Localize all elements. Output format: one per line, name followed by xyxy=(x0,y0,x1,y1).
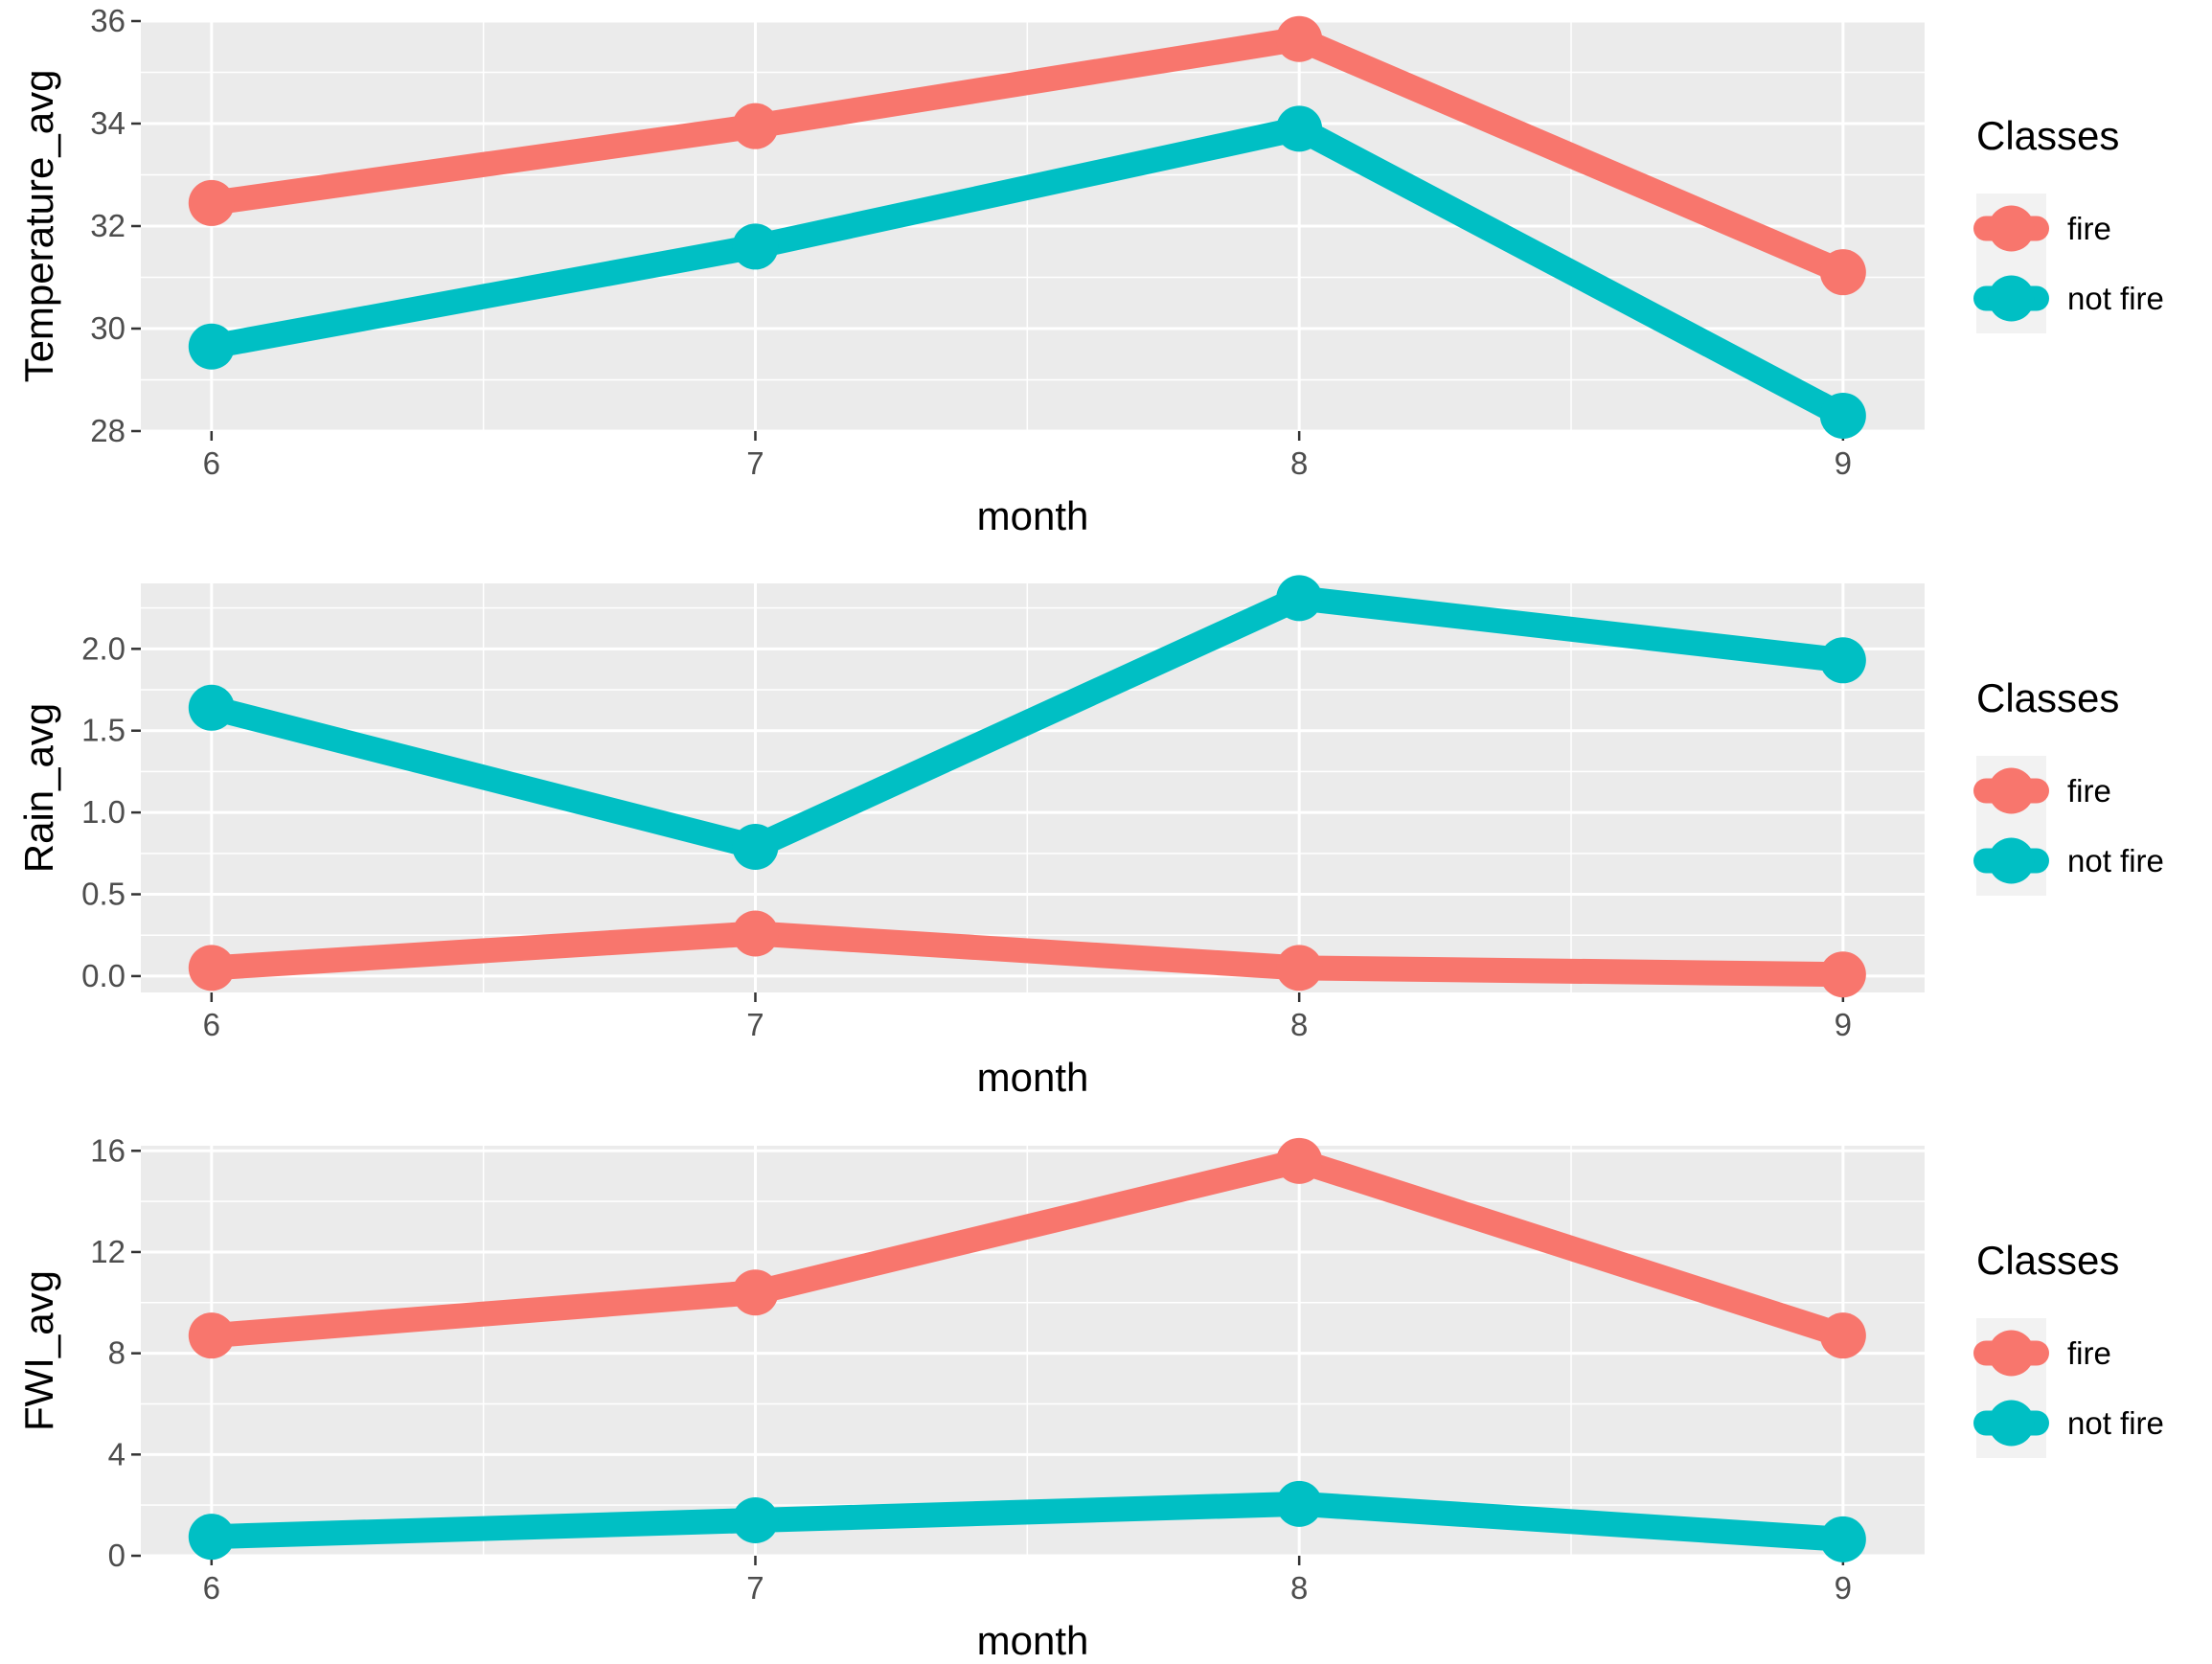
data-point-fire xyxy=(188,179,235,226)
series-line-fire xyxy=(198,1148,1856,1349)
y-axis-title: Temperature_avg xyxy=(16,70,61,383)
data-point-not-fire xyxy=(1276,1480,1323,1527)
legend-title: Classes xyxy=(1976,113,2119,158)
x-tick-label: 6 xyxy=(203,1007,220,1042)
plot-panel xyxy=(141,583,1925,992)
x-tick-label: 8 xyxy=(1290,1007,1308,1042)
data-point-fire xyxy=(1276,945,1323,992)
data-point-fire xyxy=(1819,249,1866,296)
x-tick-label: 9 xyxy=(1835,1007,1852,1042)
data-point-fire xyxy=(1276,15,1323,62)
legend-label: fire xyxy=(2067,211,2111,246)
panel-3: 0 4 8 12 16 6 7 8 9 month FWI_avg Classes fire not fi… xyxy=(16,1132,2164,1663)
y-tick-label: 34 xyxy=(90,105,125,141)
x-tick-label: 6 xyxy=(203,445,220,481)
data-point-fire xyxy=(1276,1137,1323,1184)
series-line-not-fire xyxy=(198,1491,1856,1552)
y-tick-label: 32 xyxy=(90,208,125,243)
legend-title: Classes xyxy=(1976,675,2119,720)
data-point-not-fire xyxy=(1276,575,1323,622)
legend-key-point xyxy=(1988,205,2035,252)
data-point-fire xyxy=(732,1269,779,1316)
x-tick-label: 9 xyxy=(1835,445,1852,481)
data-point-not-fire xyxy=(1276,105,1323,152)
y-tick-label: 0.0 xyxy=(81,958,125,993)
data-point-not-fire xyxy=(1819,392,1866,439)
y-axis-title: FWI_avg xyxy=(16,1270,61,1431)
data-point-fire xyxy=(1819,951,1866,998)
y-tick-label: 12 xyxy=(90,1234,125,1269)
legend-key-point xyxy=(1988,275,2035,322)
panel-2: 0.0 0.5 1.0 1.5 2.0 6 7 8 9 month Rain_avg Classes f… xyxy=(16,575,2164,1100)
data-point-not-fire xyxy=(1819,637,1866,684)
legend-key-point xyxy=(1988,837,2035,884)
y-tick-label: 28 xyxy=(90,413,125,448)
panel-1: 28 30 32 34 36 6 7 8 9 month Temperature_avg Classe… xyxy=(16,3,2164,538)
legend: Classes fire not fire xyxy=(1973,675,2164,896)
legend-key-point xyxy=(1988,1330,2035,1377)
y-axis-title: Rain_avg xyxy=(16,703,61,873)
x-tick-label: 7 xyxy=(746,445,764,481)
x-tick-label: 7 xyxy=(746,1570,764,1606)
y-tick-label: 30 xyxy=(90,310,125,346)
y-tick-label: 0.5 xyxy=(81,877,125,912)
x-tick-label: 8 xyxy=(1290,1570,1308,1606)
legend-title: Classes xyxy=(1976,1238,2119,1283)
data-point-not-fire xyxy=(732,1497,779,1544)
data-point-fire xyxy=(188,945,235,992)
series-line-fire xyxy=(198,921,1856,988)
data-point-not-fire xyxy=(1819,1516,1866,1562)
y-tick-label: 0 xyxy=(108,1538,125,1573)
series-line-fire xyxy=(198,26,1856,285)
y-tick-label: 36 xyxy=(90,3,125,38)
data-point-not-fire xyxy=(188,323,235,370)
x-tick-label: 9 xyxy=(1835,1570,1852,1606)
legend-label: fire xyxy=(2067,1335,2111,1371)
data-point-fire xyxy=(188,1312,235,1359)
legend-label: not fire xyxy=(2067,843,2164,878)
legend-label: not fire xyxy=(2067,1405,2164,1441)
x-tick-label: 7 xyxy=(746,1007,764,1042)
data-point-not-fire xyxy=(188,684,235,731)
y-tick-label: 1.0 xyxy=(81,794,125,830)
y-tick-label: 16 xyxy=(90,1132,125,1168)
legend-key-point xyxy=(1988,767,2035,814)
data-point-not-fire xyxy=(188,1514,235,1561)
x-tick-label: 6 xyxy=(203,1570,220,1606)
series-line-not-fire xyxy=(198,116,1856,428)
legend: Classes fire not fire xyxy=(1973,113,2164,333)
data-point-fire xyxy=(732,103,779,149)
y-tick-label: 4 xyxy=(108,1436,125,1471)
x-axis-title: month xyxy=(977,493,1089,538)
data-point-fire xyxy=(732,910,779,957)
x-tick-label: 8 xyxy=(1290,445,1308,481)
legend: Classes fire not fire xyxy=(1973,1238,2164,1458)
plot-panel xyxy=(141,1146,1925,1556)
data-point-fire xyxy=(1819,1312,1866,1359)
legend-label: not fire xyxy=(2067,281,2164,316)
data-point-not-fire xyxy=(732,223,779,270)
y-tick-label: 8 xyxy=(108,1335,125,1371)
y-tick-label: 2.0 xyxy=(81,630,125,666)
y-tick-label: 1.5 xyxy=(81,713,125,748)
series-line-not-fire xyxy=(198,585,1856,859)
x-axis-title: month xyxy=(977,1618,1089,1663)
legend-key-point xyxy=(1988,1400,2035,1447)
data-point-not-fire xyxy=(732,823,779,870)
x-axis-title: month xyxy=(977,1055,1089,1100)
legend-label: fire xyxy=(2067,773,2111,809)
